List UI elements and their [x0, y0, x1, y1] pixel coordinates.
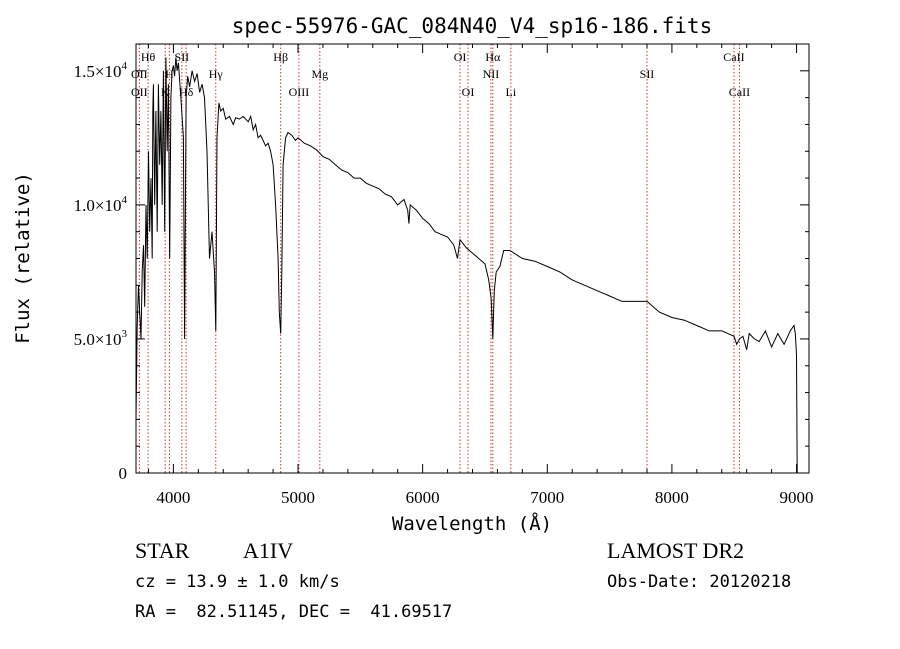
spectral-class: STAR	[135, 538, 190, 563]
redshift-velocity: cz = 13.9 ± 1.0 km/s	[135, 572, 340, 592]
survey-name: LAMOST DR2	[607, 538, 745, 563]
x-tick-label-2: 6000	[406, 488, 440, 507]
spectral-subclass: A1IV	[243, 538, 294, 563]
y-tick-label-2: 1.0×104	[74, 194, 128, 215]
chart-title: spec-55976-GAC_084N40_V4_sp16-186.fits	[232, 14, 712, 38]
line-label-15: Li	[506, 85, 517, 99]
spectral-line-labels: HθOIIOIISIIKHHδHγHβMgOIIIOIOIHαNIILiSIIC…	[131, 50, 750, 99]
spectrum-line	[135, 57, 798, 474]
line-label-16: SII	[640, 67, 655, 81]
observation-date: Obs-Date: 20120218	[607, 572, 792, 592]
x-tick-label-4: 8000	[655, 488, 689, 507]
line-label-10: OIII	[289, 85, 310, 99]
y-tick-mantissa: 5.0×10	[74, 330, 122, 349]
y-tick-exponent: 4	[122, 60, 128, 72]
y-tick-exponent: 4	[122, 194, 128, 206]
y-tick-label-1: 5.0×103	[74, 328, 128, 349]
line-label-13: Hα	[485, 50, 501, 64]
x-axis-ticks: 4000 5000 6000 7000 8000 9000	[147, 44, 814, 507]
line-label-5: H	[165, 67, 174, 81]
y-tick-mantissa: 1.0×10	[74, 196, 122, 215]
line-label-9: Mg	[311, 67, 328, 81]
x-tick-label-1: 5000	[281, 488, 315, 507]
sky-coordinates: RA = 82.51145, DEC = 41.69517	[135, 602, 453, 622]
x-tick-label-3: 7000	[530, 488, 564, 507]
line-label-1: OII	[131, 67, 148, 81]
line-label-12: OI	[462, 85, 475, 99]
line-label-14: NII	[483, 67, 500, 81]
y-tick-label-3: 1.5×104	[74, 60, 128, 81]
line-label-3: SII	[175, 50, 190, 64]
y-tick-exponent: 3	[122, 328, 128, 340]
line-label-18: CaII	[729, 85, 750, 99]
y-tick-mantissa: 0	[119, 464, 128, 483]
line-label-17: CaII	[723, 50, 744, 64]
y-tick-mantissa: 1.5×10	[74, 62, 122, 81]
line-label-2: OII	[131, 85, 148, 99]
plot-frame	[135, 43, 810, 474]
line-label-0: Hθ	[141, 50, 156, 64]
x-tick-label-5: 9000	[780, 488, 814, 507]
y-tick-label-0: 0	[119, 464, 128, 483]
x-axis-label: Wavelength (Å)	[392, 512, 552, 535]
x-tick-label-0: 4000	[156, 488, 190, 507]
line-label-7: Hγ	[209, 67, 224, 81]
line-label-11: OI	[454, 50, 467, 64]
y-axis-label: Flux (relative)	[12, 172, 34, 344]
spectral-line-markers	[138, 44, 740, 473]
line-label-8: Hβ	[273, 50, 288, 64]
